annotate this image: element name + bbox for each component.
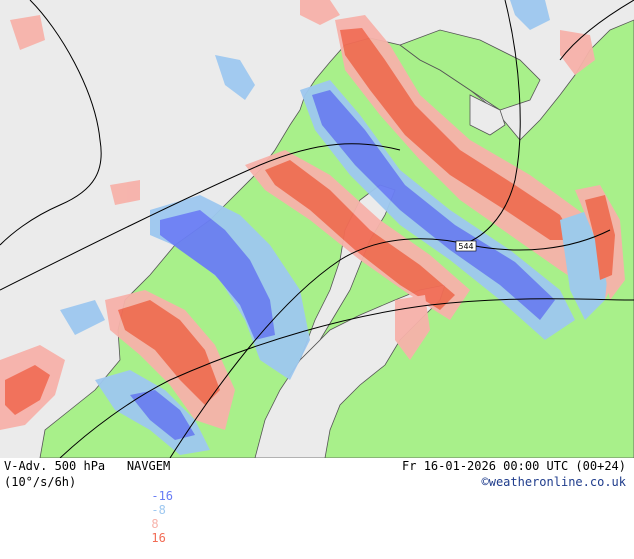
strong-positive-band-north	[340, 28, 575, 240]
contour-line	[559, 0, 634, 61]
negative-patch-north	[510, 0, 550, 30]
legend-item: -8	[151, 503, 166, 517]
credit-link[interactable]: ©weatheronline.co.uk	[481, 475, 627, 489]
strong-negative-band-southwest	[160, 210, 275, 340]
strong-positive-band-east	[585, 195, 615, 280]
negative-patch-norway-coast	[215, 55, 255, 100]
map-figure: 544 V-Adv. 500 hPa NAVGEM (10°/s/6h) -16…	[0, 0, 634, 545]
contour-line	[0, 0, 102, 246]
units-label: (10°/s/6h)	[4, 475, 77, 489]
contour-label: 544	[455, 240, 477, 252]
positive-patch-west	[10, 15, 45, 50]
kola-peninsula	[399, 29, 541, 111]
contour-line	[59, 298, 634, 458]
advection-bands	[0, 0, 625, 455]
strong-positive-band-southwest	[118, 300, 220, 405]
legend-item: 8	[151, 517, 159, 531]
map-title: V-Adv. 500 hPa NAVGEM	[4, 459, 171, 473]
contour-line	[459, 0, 521, 246]
white-sea	[469, 94, 506, 136]
positive-patch-north	[300, 0, 340, 25]
geopotential-contours	[0, 0, 634, 458]
contour-line	[169, 229, 611, 458]
advection-map: 544	[0, 0, 634, 458]
strong-negative-band-denmark	[130, 390, 195, 440]
strong-positive-band-south	[265, 160, 455, 310]
color-legend: -16 -8 8 16	[108, 475, 181, 559]
contour-line	[0, 143, 401, 291]
valid-time: Fr 16-01-2026 00:00 UTC (00+24)	[402, 459, 626, 473]
strong-negative-band-central	[312, 90, 555, 320]
positive-patch-baltic	[395, 295, 430, 360]
positive-patch-barents	[560, 30, 595, 75]
positive-patch-mid-atlantic	[110, 180, 140, 205]
map-footer: V-Adv. 500 hPa NAVGEM (10°/s/6h) -16 -8 …	[0, 458, 634, 545]
legend-item: -16	[151, 489, 174, 503]
svg-text:544: 544	[458, 242, 473, 251]
strong-positive-band-atlantic	[5, 365, 50, 415]
negative-patch-southwest	[60, 300, 105, 335]
legend-item: 16	[151, 531, 166, 545]
